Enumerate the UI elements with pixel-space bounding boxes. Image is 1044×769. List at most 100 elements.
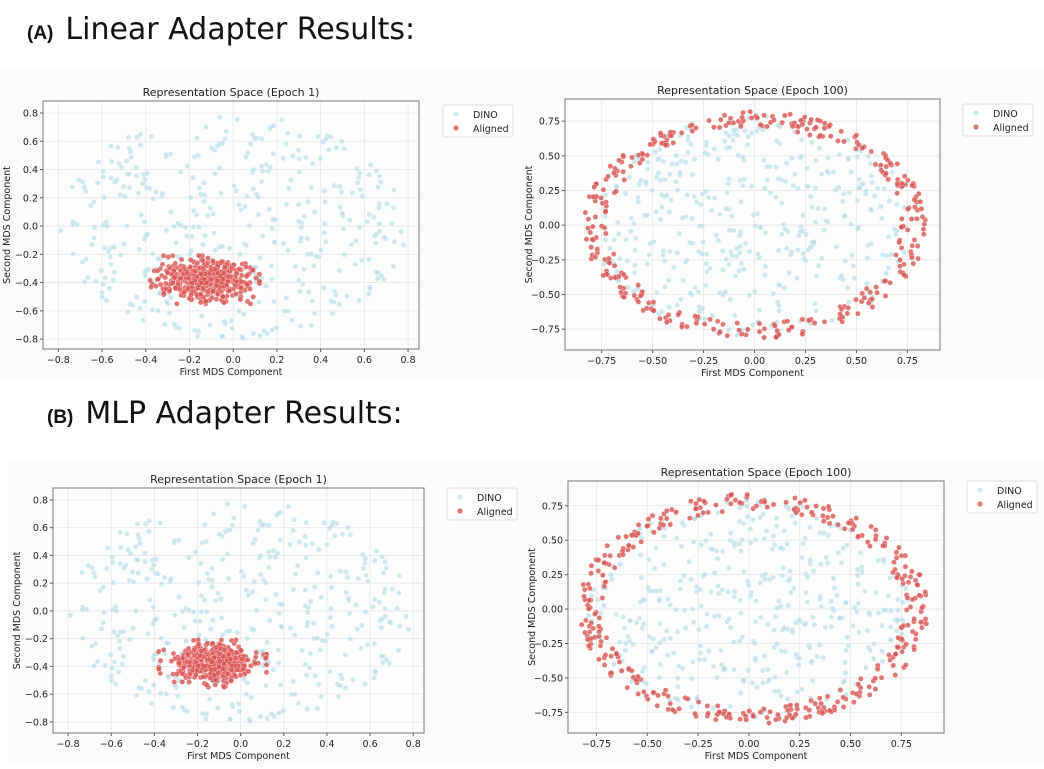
data-point bbox=[608, 670, 615, 676]
data-point bbox=[611, 251, 617, 257]
y-tick-label: 0.6 bbox=[23, 137, 38, 148]
data-point bbox=[887, 279, 893, 286]
data-point bbox=[117, 544, 124, 551]
data-point bbox=[728, 530, 734, 536]
data-point bbox=[209, 658, 215, 665]
data-point bbox=[911, 196, 918, 203]
data-point bbox=[807, 524, 813, 531]
data-point bbox=[835, 138, 841, 144]
data-point bbox=[739, 154, 746, 160]
data-point bbox=[124, 531, 130, 537]
data-point bbox=[100, 584, 106, 590]
data-point bbox=[245, 592, 252, 598]
y-tick-label: −0.6 bbox=[25, 690, 48, 701]
data-point bbox=[629, 154, 635, 161]
data-point bbox=[142, 298, 148, 305]
data-point bbox=[745, 133, 751, 140]
legend-box bbox=[446, 487, 518, 521]
data-point bbox=[661, 636, 667, 643]
data-point bbox=[837, 311, 843, 317]
data-point bbox=[123, 158, 130, 164]
data-point bbox=[153, 616, 160, 622]
data-point bbox=[679, 215, 686, 221]
data-point bbox=[809, 204, 815, 210]
data-point bbox=[275, 647, 282, 653]
data-point bbox=[750, 516, 756, 523]
data-point bbox=[845, 642, 852, 649]
data-point bbox=[692, 284, 698, 291]
data-point bbox=[582, 629, 588, 636]
y-tick-label: 0.75 bbox=[542, 501, 563, 512]
data-point bbox=[731, 593, 737, 600]
data-point bbox=[883, 270, 890, 276]
data-point bbox=[302, 603, 309, 609]
data-point bbox=[670, 140, 676, 146]
data-point bbox=[278, 682, 284, 688]
data-point bbox=[219, 556, 226, 563]
data-point bbox=[585, 612, 592, 619]
data-point bbox=[617, 284, 623, 290]
data-point bbox=[243, 691, 250, 697]
data-point bbox=[267, 554, 273, 560]
data-point bbox=[687, 290, 694, 296]
data-point bbox=[678, 130, 685, 136]
data-point bbox=[138, 685, 145, 692]
data-point bbox=[255, 194, 261, 200]
data-point bbox=[221, 299, 227, 306]
data-point bbox=[640, 307, 646, 314]
data-point bbox=[638, 177, 644, 184]
data-point bbox=[772, 541, 778, 548]
x-axis-label: First MDS Component bbox=[187, 751, 290, 762]
y-tick-label: 0.00 bbox=[542, 605, 563, 616]
data-point bbox=[895, 607, 901, 614]
chart-title: Representation Space (Epoch 100) bbox=[657, 84, 848, 97]
data-point bbox=[723, 205, 729, 212]
data-point bbox=[373, 168, 380, 174]
data-point bbox=[652, 149, 659, 155]
data-point bbox=[799, 511, 805, 518]
data-point bbox=[258, 163, 265, 169]
data-point bbox=[229, 325, 235, 331]
data-point bbox=[376, 599, 383, 605]
data-point bbox=[635, 199, 642, 205]
data-point bbox=[887, 624, 894, 630]
data-point bbox=[842, 258, 849, 264]
data-point bbox=[773, 164, 779, 170]
data-point bbox=[184, 163, 191, 169]
data-point bbox=[603, 634, 610, 641]
data-point bbox=[632, 262, 638, 269]
data-point bbox=[266, 564, 272, 571]
data-point bbox=[343, 569, 349, 575]
data-point bbox=[655, 692, 661, 699]
data-point bbox=[221, 684, 227, 690]
data-point bbox=[859, 290, 865, 297]
data-point bbox=[774, 605, 780, 611]
data-point bbox=[210, 258, 216, 264]
data-point bbox=[278, 624, 285, 630]
legend-label: DINO bbox=[997, 486, 1022, 497]
data-point bbox=[770, 290, 776, 297]
data-point bbox=[380, 570, 387, 576]
data-point bbox=[197, 618, 203, 624]
data-point bbox=[171, 223, 177, 230]
data-point bbox=[702, 149, 708, 156]
data-point bbox=[280, 240, 287, 247]
data-point bbox=[919, 214, 926, 220]
data-point bbox=[142, 272, 148, 279]
data-point bbox=[844, 285, 851, 291]
data-point bbox=[174, 693, 181, 699]
data-point bbox=[793, 619, 799, 626]
data-point bbox=[748, 130, 755, 136]
data-point bbox=[323, 238, 329, 245]
data-point bbox=[287, 541, 293, 548]
data-point bbox=[816, 695, 823, 701]
data-point bbox=[112, 179, 118, 185]
data-point bbox=[665, 312, 672, 318]
data-point bbox=[666, 304, 672, 310]
data-point bbox=[654, 289, 660, 296]
data-point bbox=[756, 307, 763, 314]
data-point bbox=[91, 569, 97, 576]
data-point bbox=[761, 326, 768, 332]
data-point bbox=[184, 650, 191, 657]
data-point bbox=[673, 179, 679, 185]
